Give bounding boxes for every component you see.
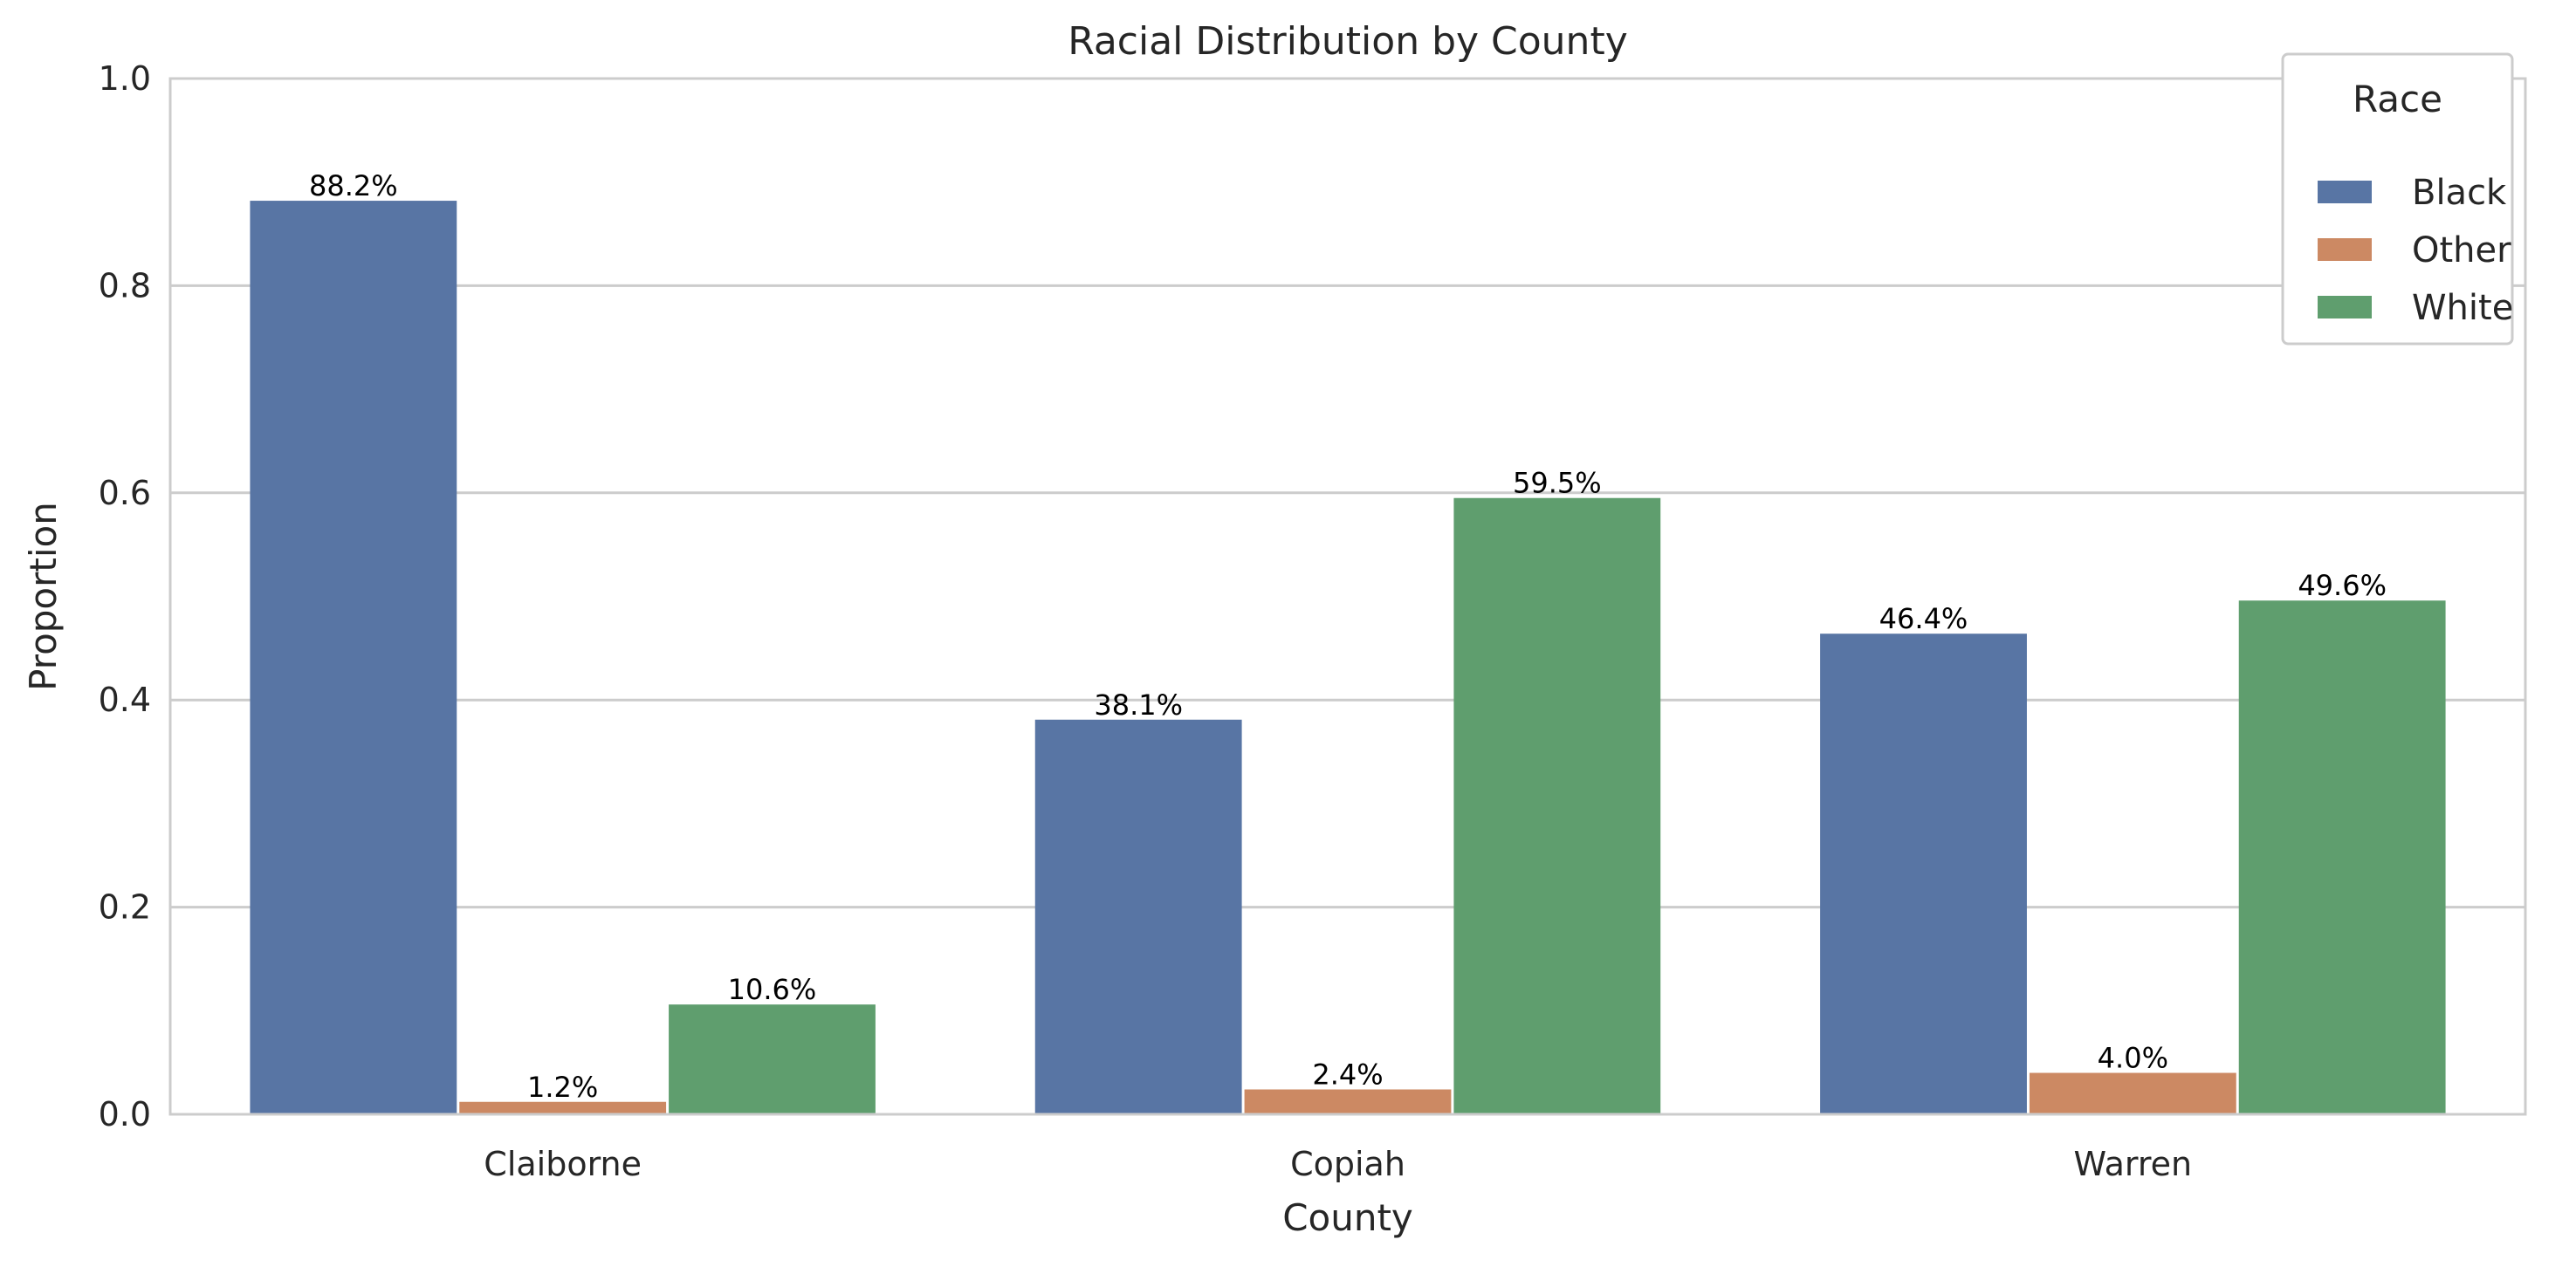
bar-other bbox=[2029, 1072, 2236, 1114]
chart-title: Racial Distribution by County bbox=[1068, 19, 1628, 64]
x-tick-label: Warren bbox=[2074, 1145, 2193, 1183]
bar-data-label: 4.0% bbox=[2098, 1042, 2168, 1075]
x-axis-title: County bbox=[1282, 1196, 1413, 1239]
legend-label-white: White bbox=[2412, 288, 2513, 328]
bar-data-label: 46.4% bbox=[1879, 602, 1968, 635]
bar-white bbox=[1453, 497, 1661, 1114]
legend-title: Race bbox=[2353, 78, 2442, 120]
legend-box bbox=[2281, 52, 2514, 346]
bar-black bbox=[1034, 719, 1242, 1114]
legend-swatch-black bbox=[2318, 181, 2372, 203]
y-tick-label: 0.8 bbox=[99, 266, 151, 305]
bar-data-label: 59.5% bbox=[1513, 467, 1602, 500]
x-tick-labels: Claiborne Copiah Warren bbox=[484, 1145, 2192, 1183]
bar-label-layer: 88.2% 1.2% 10.6% 38.1% 2.4% 59.5% 46.4% 4.0% 49.… bbox=[309, 169, 2387, 1104]
legend-items: Black Other White bbox=[2318, 173, 2513, 328]
bar-black bbox=[1820, 634, 2027, 1114]
legend-label-other: Other bbox=[2412, 230, 2511, 271]
legend-label-black: Black bbox=[2412, 173, 2507, 213]
bar-white bbox=[2238, 600, 2446, 1114]
y-tick-label: 0.2 bbox=[99, 888, 151, 927]
legend-swatch-other bbox=[2318, 238, 2372, 261]
bar-data-label: 10.6% bbox=[728, 973, 817, 1006]
legend: Race Black Other White bbox=[2281, 52, 2514, 346]
y-tick-label: 1.0 bbox=[99, 59, 151, 98]
bar-other bbox=[459, 1101, 667, 1114]
bar-data-label: 88.2% bbox=[309, 169, 398, 202]
bar-black bbox=[250, 201, 457, 1114]
y-tick-label: 0.6 bbox=[99, 474, 151, 512]
bar-other bbox=[1244, 1089, 1452, 1114]
legend-swatch-white bbox=[2318, 296, 2372, 318]
y-tick-label: 0.0 bbox=[99, 1095, 151, 1133]
y-tick-label: 0.4 bbox=[99, 681, 151, 719]
x-tick-label: Copiah bbox=[1290, 1145, 1405, 1183]
bar-layer bbox=[250, 201, 2446, 1114]
bar-data-label: 49.6% bbox=[2298, 569, 2387, 602]
y-tick-labels: 0.0 0.2 0.4 0.6 0.8 1.0 bbox=[99, 59, 151, 1133]
bar-data-label: 1.2% bbox=[527, 1071, 598, 1104]
y-axis-title: Proportion bbox=[22, 502, 65, 691]
bar-data-label: 2.4% bbox=[1312, 1058, 1383, 1092]
plot-frame bbox=[168, 77, 2527, 1116]
bar-white bbox=[669, 1004, 876, 1114]
x-tick-label: Claiborne bbox=[484, 1145, 642, 1183]
bar-data-label: 38.1% bbox=[1094, 688, 1183, 722]
